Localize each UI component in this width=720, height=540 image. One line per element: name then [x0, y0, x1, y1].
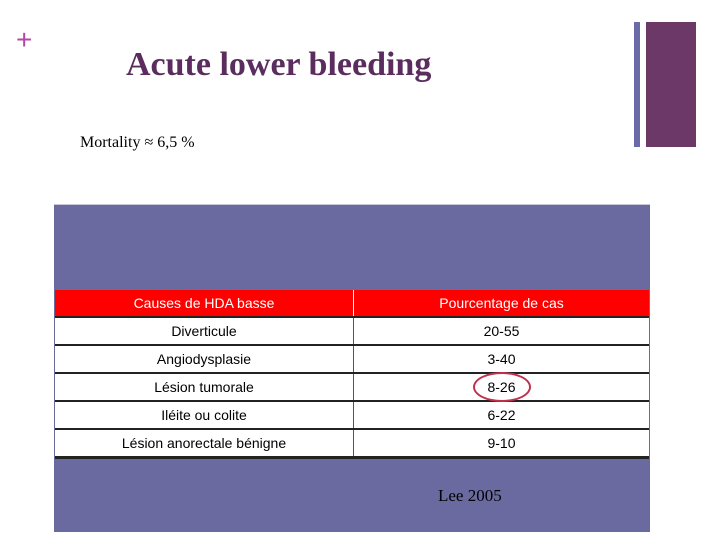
- plus-mark: +: [16, 24, 33, 55]
- decorative-bar-thin: [634, 22, 640, 147]
- citation-text: Lee 2005: [438, 486, 502, 505]
- highlight-wrapper: 8-26: [472, 372, 531, 402]
- highlight-circle: [472, 372, 531, 402]
- cause-cell: Diverticule: [55, 316, 354, 345]
- mortality-text: Mortality ≈ 6,5 %: [80, 134, 195, 151]
- cause-cell: Iléite ou colite: [55, 400, 354, 429]
- causes-table: Causes de HDA basse Pourcentage de cas D…: [55, 290, 649, 459]
- table-row: Diverticule 20-55: [55, 316, 649, 345]
- percent-cell: 9-10: [353, 428, 649, 459]
- cause-cell: Lésion tumorale: [55, 372, 354, 401]
- percent-cell: 3-40: [353, 344, 649, 373]
- percent-cell: 20-55: [353, 316, 649, 345]
- cause-cell: Lésion anorectale bénigne: [55, 428, 354, 459]
- percent-cell-highlighted: 8-26: [353, 372, 649, 402]
- percent-cell: 6-22: [353, 400, 649, 429]
- table-row: Iléite ou colite 6-22: [55, 400, 649, 429]
- cause-cell: Angiodysplasie: [55, 344, 354, 373]
- table-row: Angiodysplasie 3-40: [55, 344, 649, 373]
- header-causes: Causes de HDA basse: [55, 290, 354, 317]
- slide-title: Acute lower bleeding: [126, 46, 432, 83]
- header-percentage: Pourcentage de cas: [353, 290, 649, 317]
- decorative-bar-thick: [646, 22, 696, 147]
- table-row: Lésion tumorale 8-26: [55, 372, 649, 402]
- table-header-row: Causes de HDA basse Pourcentage de cas: [55, 290, 649, 317]
- table-row: Lésion anorectale bénigne 9-10: [55, 428, 649, 459]
